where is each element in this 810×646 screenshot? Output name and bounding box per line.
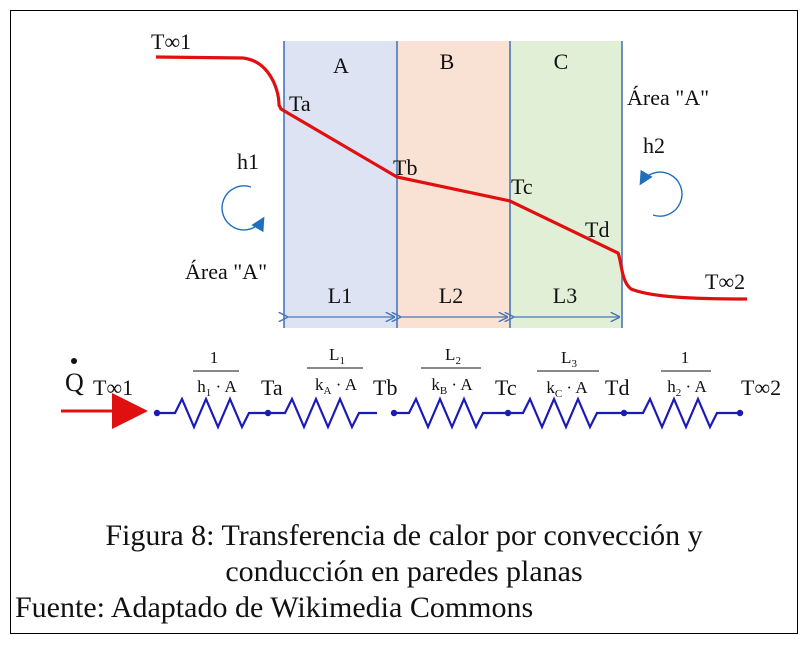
caption-source: Fuente: Adaptado de Wikimedia Commons bbox=[15, 591, 534, 624]
temp-label-ta: Ta bbox=[289, 91, 311, 116]
resistor-5 bbox=[625, 396, 739, 430]
q-dot bbox=[71, 358, 77, 364]
circuit-label-t-inf1: T∞1 bbox=[93, 375, 133, 400]
resistance-5: 1 h2 · A bbox=[661, 348, 711, 399]
svg-text:1: 1 bbox=[210, 348, 219, 367]
length-label-l2: L2 bbox=[439, 283, 463, 308]
area-label-left: Área "A" bbox=[185, 259, 267, 284]
circular-arrow-left-icon bbox=[221, 185, 265, 233]
h2-label: h2 bbox=[643, 133, 665, 158]
heat-flow-symbol: Q bbox=[65, 368, 84, 397]
svg-text:h1 · A: h1 · A bbox=[197, 377, 237, 399]
layer-a-label: A bbox=[333, 53, 349, 78]
resistance-2: L1 kA · A bbox=[307, 345, 363, 397]
svg-text:kB · A: kB · A bbox=[431, 375, 473, 397]
temp-label-t-inf1: T∞1 bbox=[151, 29, 191, 54]
layer-a bbox=[284, 41, 397, 328]
svg-text:L2: L2 bbox=[445, 345, 461, 367]
resistance-4: L3 kC · A bbox=[537, 348, 599, 400]
resistor-1 bbox=[159, 396, 267, 430]
length-label-l3: L3 bbox=[553, 283, 577, 308]
layer-b-label: B bbox=[440, 49, 455, 74]
temp-label-td: Td bbox=[585, 217, 609, 242]
caption-line-1: Figura 8: Transferencia de calor por con… bbox=[105, 519, 703, 552]
temp-label-tc: Tc bbox=[511, 174, 533, 199]
length-label-l1: L1 bbox=[328, 283, 352, 308]
circuit-label-tc: Tc bbox=[495, 375, 517, 400]
circuit-label-td: Td bbox=[605, 375, 629, 400]
layer-c bbox=[510, 41, 622, 328]
layer-b bbox=[397, 41, 510, 328]
circuit-label-ta: Ta bbox=[261, 375, 283, 400]
resistor-4 bbox=[509, 396, 623, 430]
temp-label-t-inf2: T∞2 bbox=[705, 269, 745, 294]
area-label-right: Área "A" bbox=[627, 85, 709, 110]
svg-text:L3: L3 bbox=[561, 348, 577, 370]
circuit-label-tb: Tb bbox=[373, 375, 397, 400]
svg-text:h2 · A: h2 · A bbox=[667, 377, 707, 399]
circular-arrow-right-icon bbox=[639, 169, 683, 217]
resistor-3 bbox=[395, 396, 507, 430]
svg-text:kC · A: kC · A bbox=[546, 378, 588, 400]
caption-line-2: conducción en paredes planas bbox=[225, 555, 583, 588]
svg-text:kA · A: kA · A bbox=[315, 375, 358, 397]
thermal-circuit bbox=[159, 396, 739, 430]
resistance-1: 1 h1 · A bbox=[193, 348, 239, 399]
circuit-nodes bbox=[153, 409, 744, 417]
svg-text:1: 1 bbox=[681, 348, 690, 367]
resistance-3: L2 kB · A bbox=[421, 345, 481, 397]
figure-frame: A B C L1 L2 L3 T∞1 Ta Tb Tc Td T∞2 h1 h2… bbox=[10, 10, 798, 634]
resistor-2 bbox=[269, 396, 377, 430]
h1-label: h1 bbox=[237, 149, 259, 174]
layer-c-label: C bbox=[554, 49, 569, 74]
heat-transfer-diagram: A B C L1 L2 L3 T∞1 Ta Tb Tc Td T∞2 h1 h2… bbox=[61, 29, 781, 430]
svg-text:L1: L1 bbox=[329, 345, 345, 367]
temperature-profile bbox=[155, 55, 748, 301]
temp-label-tb: Tb bbox=[393, 155, 417, 180]
circuit-label-t-inf2: T∞2 bbox=[741, 375, 781, 400]
